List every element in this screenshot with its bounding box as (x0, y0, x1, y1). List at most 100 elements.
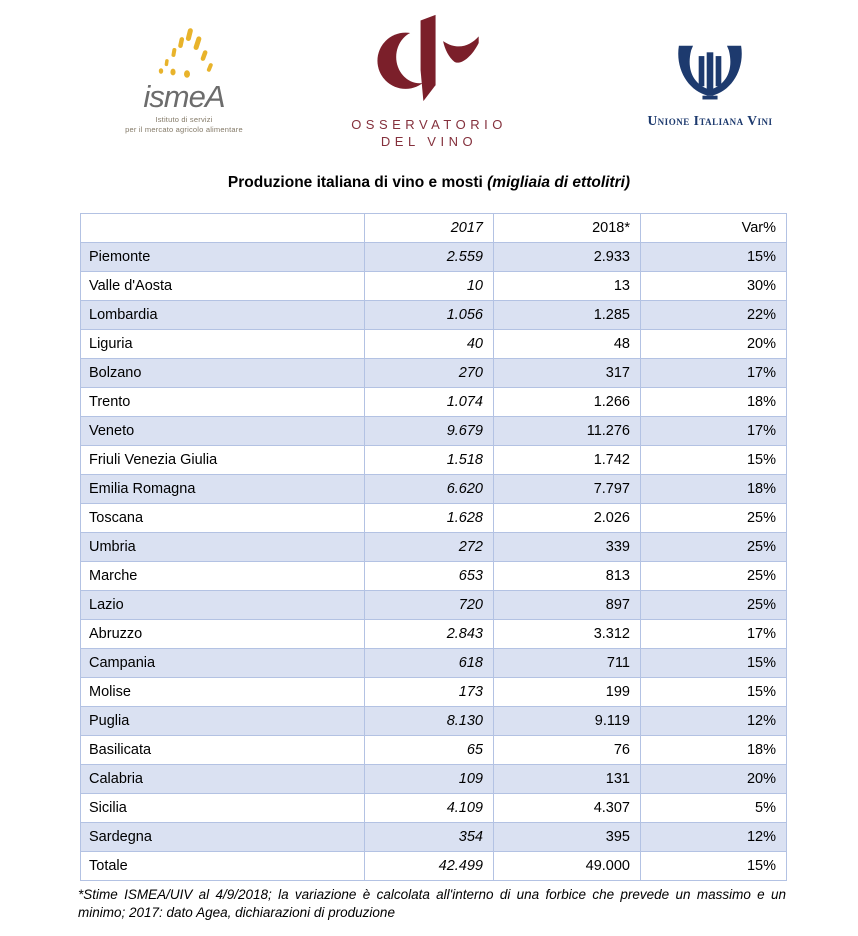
cell-region: Lombardia (80, 300, 365, 330)
page-title: Produzione italiana di vino e mosti (mig… (0, 174, 858, 192)
total-var: 15% (640, 851, 787, 881)
cell-var: 17% (640, 416, 787, 446)
table-row: Liguria 40 48 20% (80, 329, 787, 359)
cell-y2018: 2.933 (493, 242, 641, 272)
cell-y2017: 65 (364, 735, 494, 765)
cell-y2017: 354 (364, 822, 494, 852)
cell-y2017: 720 (364, 590, 494, 620)
cell-y2018: 711 (493, 648, 641, 678)
total-row: Totale 42.499 49.000 15% (80, 851, 787, 881)
table-row: Bolzano 270 317 17% (80, 358, 787, 388)
osservatorio-del-vino-logo: OSSERVATORIO DEL VINO (329, 12, 529, 149)
cell-y2018: 395 (493, 822, 641, 852)
cell-y2018: 813 (493, 561, 641, 591)
cell-region: Calabria (80, 764, 365, 794)
page-title-main: Produzione italiana di vino e mosti (227, 174, 483, 191)
cell-y2017: 1.518 (364, 445, 494, 475)
table-row: Toscana 1.628 2.026 25% (80, 503, 787, 533)
cell-region: Bolzano (80, 358, 365, 388)
cell-var: 25% (640, 590, 787, 620)
ismea-grain-icon (158, 28, 213, 78)
header-2017: 2017 (364, 213, 494, 243)
header-region (80, 213, 365, 243)
cell-y2018: 11.276 (493, 416, 641, 446)
uiv-monogram-icon (678, 45, 742, 100)
osservatorio-text-line2: DEL VINO (380, 134, 478, 149)
table-footer: Totale 42.499 49.000 15% (80, 851, 787, 881)
cell-y2017: 1.628 (364, 503, 494, 533)
ismea-tagline: Istituto di servizi per il mercato agric… (104, 115, 264, 135)
header-2018: 2018* (493, 213, 641, 243)
cell-var: 20% (640, 764, 787, 794)
cell-var: 12% (640, 822, 787, 852)
cell-y2017: 8.130 (364, 706, 494, 736)
table-row: Puglia 8.130 9.119 12% (80, 706, 787, 736)
cell-var: 5% (640, 793, 787, 823)
ismea-tagline-line1: Istituto di servizi (155, 115, 213, 124)
cell-y2017: 9.679 (364, 416, 494, 446)
table-header-row: 2017 2018* Var% (80, 213, 787, 243)
table-row: Lazio 720 897 25% (80, 590, 787, 620)
table-row: Piemonte 2.559 2.933 15% (80, 242, 787, 272)
table-row: Trento 1.074 1.266 18% (80, 387, 787, 417)
production-table: 2017 2018* Var% Piemonte 2.559 2.933 15% Val… (80, 213, 787, 881)
cell-region: Basilicata (80, 735, 365, 765)
table-row: Sicilia 4.109 4.307 5% (80, 793, 787, 823)
cell-var: 25% (640, 561, 787, 591)
table-row: Valle d'Aosta 10 13 30% (80, 271, 787, 301)
table-row: Friuli Venezia Giulia 1.518 1.742 15% (80, 445, 787, 475)
cell-y2017: 272 (364, 532, 494, 562)
cell-y2017: 270 (364, 358, 494, 388)
cell-y2018: 76 (493, 735, 641, 765)
cell-region: Toscana (80, 503, 365, 533)
cell-y2018: 48 (493, 329, 641, 359)
uiv-logo: Unione Italiana Vini (645, 44, 775, 129)
cell-var: 17% (640, 358, 787, 388)
cell-var: 25% (640, 532, 787, 562)
ismea-wordmark: ismeA (143, 79, 225, 114)
cell-y2018: 1.742 (493, 445, 641, 475)
cell-y2018: 1.266 (493, 387, 641, 417)
cell-var: 18% (640, 474, 787, 504)
table-row: Basilicata 65 76 18% (80, 735, 787, 765)
cell-y2018: 1.285 (493, 300, 641, 330)
wine-monogram-icon (377, 14, 479, 102)
cell-y2017: 4.109 (364, 793, 494, 823)
cell-y2017: 1.056 (364, 300, 494, 330)
header-var: Var% (640, 213, 787, 243)
cell-var: 15% (640, 445, 787, 475)
cell-region: Puglia (80, 706, 365, 736)
cell-y2017: 173 (364, 677, 494, 707)
cell-region: Lazio (80, 590, 365, 620)
cell-region: Valle d'Aosta (80, 271, 365, 301)
cell-region: Veneto (80, 416, 365, 446)
cell-region: Umbria (80, 532, 365, 562)
osservatorio-text-line1: OSSERVATORIO (351, 117, 507, 132)
cell-y2017: 653 (364, 561, 494, 591)
cell-y2017: 40 (364, 329, 494, 359)
cell-y2018: 897 (493, 590, 641, 620)
cell-region: Emilia Romagna (80, 474, 365, 504)
table-row: Abruzzo 2.843 3.312 17% (80, 619, 787, 649)
table-row: Veneto 9.679 11.276 17% (80, 416, 787, 446)
cell-var: 30% (640, 271, 787, 301)
cell-region: Sicilia (80, 793, 365, 823)
ismea-tagline-line2: per il mercato agricolo alimentare (125, 124, 243, 134)
cell-var: 18% (640, 735, 787, 765)
table-row: Molise 173 199 15% (80, 677, 787, 707)
cell-region: Trento (80, 387, 365, 417)
cell-y2018: 2.026 (493, 503, 641, 533)
cell-var: 15% (640, 648, 787, 678)
table-row: Sardegna 354 395 12% (80, 822, 787, 852)
cell-var: 22% (640, 300, 787, 330)
footnote: *Stime ISMEA/UIV al 4/9/2018; la variazi… (78, 887, 786, 921)
cell-y2018: 4.307 (493, 793, 641, 823)
cell-region: Sardegna (80, 822, 365, 852)
cell-y2018: 317 (493, 358, 641, 388)
total-label: Totale (80, 851, 365, 881)
cell-var: 15% (640, 242, 787, 272)
ismea-logo: ismeA Istituto di servizi per il mercato… (104, 28, 264, 135)
cell-region: Friuli Venezia Giulia (80, 445, 365, 475)
table-row: Emilia Romagna 6.620 7.797 18% (80, 474, 787, 504)
uiv-name: Unione Italiana Vini (647, 113, 773, 128)
